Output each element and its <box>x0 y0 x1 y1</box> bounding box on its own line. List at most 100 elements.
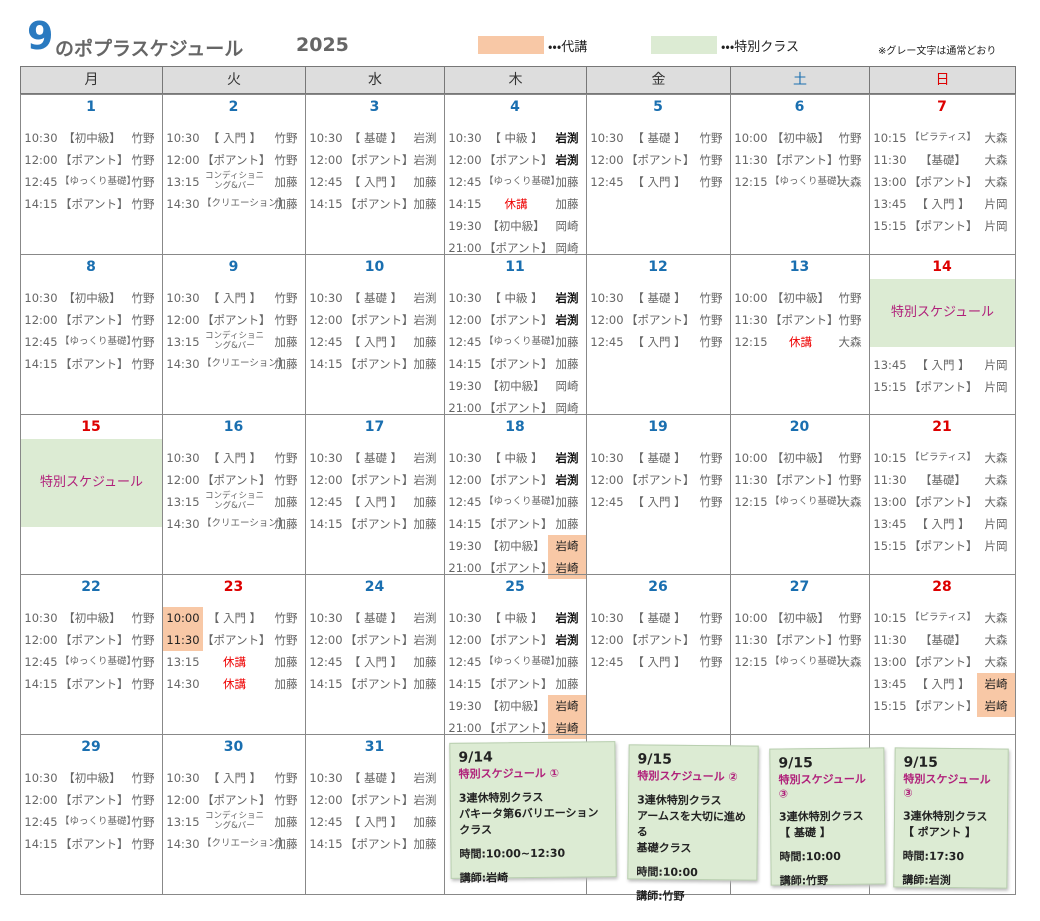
time: 12:00 <box>309 633 343 647</box>
class-name: 【初中級】 <box>63 611 121 625</box>
teacher: 加藤 <box>274 655 298 669</box>
date: 12 <box>648 259 668 275</box>
note-line: アームスを大切に進める <box>636 809 747 839</box>
legend-swatch <box>651 36 717 54</box>
time: 10:30 <box>590 451 624 465</box>
teacher: 竹野 <box>838 291 862 305</box>
teacher: 片岡 <box>984 197 1008 211</box>
date: 26 <box>648 579 668 595</box>
time: 14:15 <box>309 837 343 851</box>
class-name: 【ポアント】 <box>770 473 839 487</box>
time: 12:00 <box>166 793 200 807</box>
date: 6 <box>794 99 805 115</box>
time: 12:00 <box>448 473 482 487</box>
time: 10:00 <box>734 451 768 465</box>
class-name: 【ポアント】 <box>60 357 129 371</box>
weekday-header: 月 <box>20 66 163 94</box>
date: 10 <box>364 259 385 275</box>
teacher: 加藤 <box>413 677 437 691</box>
teacher: 加藤 <box>413 357 437 371</box>
weekday-header: 金 <box>586 66 731 94</box>
teacher: 竹野 <box>131 335 155 349</box>
teacher: 竹野 <box>699 131 723 145</box>
class-name: 【ポアント】 <box>484 677 553 691</box>
year: 2025 <box>296 34 349 56</box>
teacher: 岡崎 <box>555 241 579 255</box>
teacher: 岩崎 <box>977 695 1015 717</box>
time: 14:30 <box>166 837 200 851</box>
teacher: 竹野 <box>699 335 723 349</box>
note-line: 講師:岩崎 <box>459 871 509 885</box>
date: 27 <box>789 579 810 595</box>
class-name: 【初中級】 <box>771 131 830 145</box>
class-name: 【 中級 】 <box>489 451 543 465</box>
date: 5 <box>653 99 663 115</box>
date: 15 <box>81 419 101 435</box>
teacher: 竹野 <box>699 611 723 625</box>
class-name: 【ポアント】 <box>60 837 129 851</box>
class-name: 【ポアント】 <box>626 313 695 327</box>
teacher: 加藤 <box>274 175 298 189</box>
time: 13:00 <box>873 175 907 189</box>
note-line: 講師:竹野 <box>779 873 829 888</box>
date: 20 <box>789 419 810 435</box>
teacher: 竹野 <box>838 131 862 145</box>
time: 10:15 <box>873 451 907 465</box>
legend-text: ・・・特別クラス <box>721 40 800 55</box>
time: 12:00 <box>590 313 624 327</box>
teacher: 竹野 <box>131 611 155 625</box>
class-name: 【ポアント】 <box>770 633 839 647</box>
teacher: 大森 <box>838 655 862 669</box>
teacher: 岩渕 <box>413 633 437 647</box>
class-name: 【初中級】 <box>771 611 830 625</box>
teacher: 岩渕 <box>413 153 437 167</box>
teacher: 竹野 <box>131 655 155 669</box>
teacher: 加藤 <box>274 677 298 691</box>
weekday-header: 火 <box>162 66 306 94</box>
time: 12:15 <box>734 655 768 669</box>
time: 12:45 <box>24 175 58 189</box>
date: 16 <box>223 419 244 435</box>
teacher: 竹野 <box>838 473 862 487</box>
class-name: 【 基礎 】 <box>348 451 403 465</box>
class-name: 【ポアント】 <box>60 153 129 167</box>
class-name: 【ポアント】 <box>909 699 978 713</box>
time: 11:30 <box>873 473 907 487</box>
legend-text: ・・・代講 <box>548 40 588 55</box>
time: 10:30 <box>24 611 58 625</box>
time: 12:45 <box>590 495 624 509</box>
time: 12:45 <box>448 335 482 349</box>
time: 12:00 <box>24 153 58 167</box>
time: 12:00 <box>309 153 343 167</box>
class-name: 【ポアント】 <box>202 473 271 487</box>
weekday-header: 木 <box>444 66 587 94</box>
class-name: 【ゆっくり基礎】 <box>484 496 561 507</box>
date: 23 <box>223 579 244 595</box>
date: 29 <box>81 739 101 755</box>
time: 15:15 <box>873 219 907 233</box>
teacher: 岩渕 <box>413 313 437 327</box>
weekday-header: 日 <box>869 66 1016 94</box>
class-name: コンディショニング&バー <box>205 331 264 351</box>
time: 11:30 <box>873 633 907 647</box>
teacher: 竹野 <box>274 473 298 487</box>
class-name: 【ゆっくり基礎】 <box>484 656 561 667</box>
teacher: 竹野 <box>274 771 298 785</box>
teacher: 岩渕 <box>413 291 437 305</box>
class-name: 【ポアント】 <box>345 197 414 211</box>
teacher: 岩渕 <box>555 313 579 327</box>
teacher: 竹野 <box>838 313 862 327</box>
teacher: 加藤 <box>274 335 298 349</box>
teacher: 大森 <box>838 175 862 189</box>
date: 17 <box>364 419 385 435</box>
teacher: 竹野 <box>699 153 723 167</box>
date: 31 <box>364 739 385 755</box>
class-name: 【ゆっくり基礎】 <box>60 336 137 347</box>
time: 15:15 <box>873 699 907 713</box>
class-name: 【ポアント】 <box>345 517 414 531</box>
teacher: 岩崎 <box>548 535 586 557</box>
teacher: 竹野 <box>131 291 155 305</box>
class-name: 【ゆっくり基礎】 <box>60 176 137 187</box>
class-name: 【 中級 】 <box>489 611 543 625</box>
teacher: 岩渕 <box>413 771 437 785</box>
